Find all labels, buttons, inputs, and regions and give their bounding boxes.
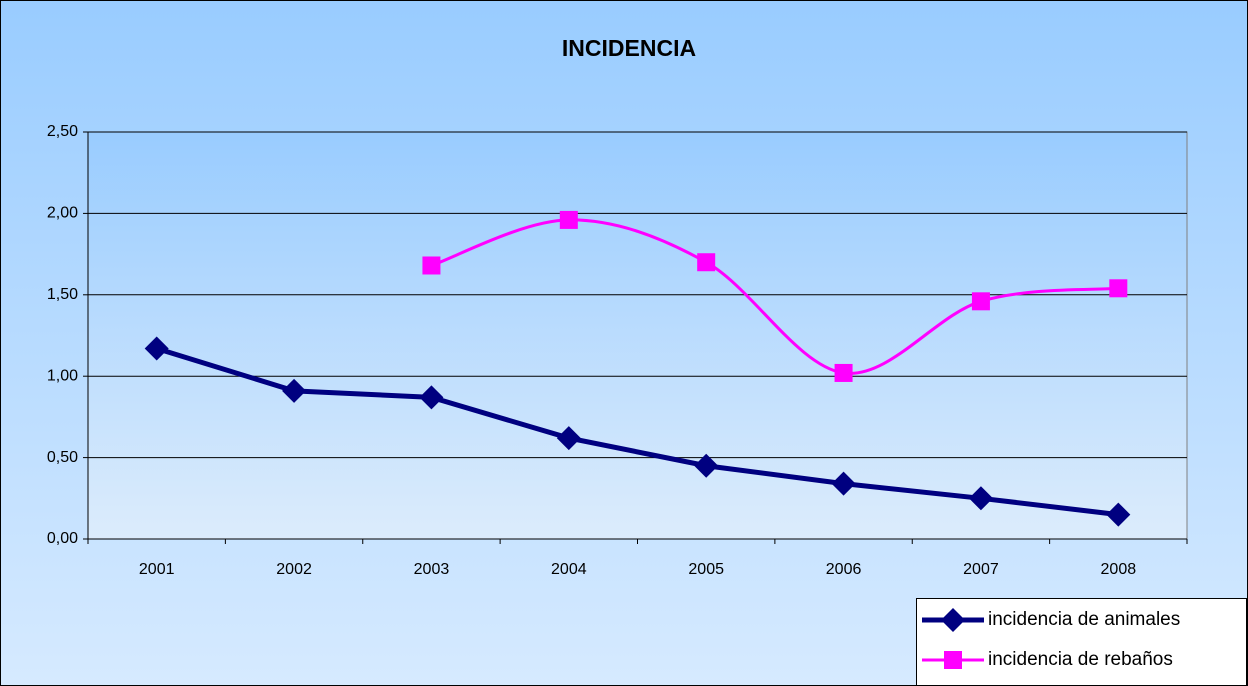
- legend: incidencia de animales incidencia de reba…: [916, 598, 1247, 686]
- marker: [694, 453, 719, 478]
- marker: [556, 426, 581, 451]
- marker: [971, 292, 990, 311]
- x-tick-label: 2002: [276, 561, 312, 578]
- marker: [831, 471, 856, 496]
- marker: [144, 336, 169, 361]
- y-tick-label: 1,00: [47, 367, 78, 384]
- y-tick-label: 1,50: [47, 286, 78, 303]
- x-tick-label: 2001: [139, 561, 175, 578]
- marker: [1109, 279, 1128, 298]
- marker: [941, 608, 965, 632]
- marker: [944, 651, 962, 669]
- legend-label: incidencia de rebaños: [988, 649, 1173, 670]
- legend-label: incidencia de animales: [988, 609, 1180, 630]
- x-tick-label: 2008: [1101, 561, 1137, 578]
- marker: [422, 256, 441, 275]
- y-tick-label: 2,00: [47, 205, 78, 222]
- x-tick-label: 2005: [688, 561, 724, 578]
- chart-title: INCIDENCIA: [562, 35, 696, 61]
- series-line: [155, 346, 1119, 518]
- marker: [834, 363, 853, 382]
- y-tick-label: 0,00: [47, 530, 78, 547]
- x-tick-label: 2006: [826, 561, 862, 578]
- marker: [419, 385, 444, 410]
- marker: [697, 253, 716, 272]
- x-tick-label: 2007: [963, 561, 999, 578]
- legend-box: [916, 598, 1247, 686]
- x-tick-label: 2003: [414, 561, 450, 578]
- marker: [559, 210, 578, 229]
- x-tick-label: 2004: [551, 561, 587, 578]
- y-tick-label: 0,50: [47, 449, 78, 466]
- marker: [1106, 502, 1131, 527]
- marker: [282, 378, 307, 403]
- y-tick-label: 2,50: [47, 123, 78, 140]
- marker: [968, 486, 993, 511]
- plot-area: [87, 131, 1188, 540]
